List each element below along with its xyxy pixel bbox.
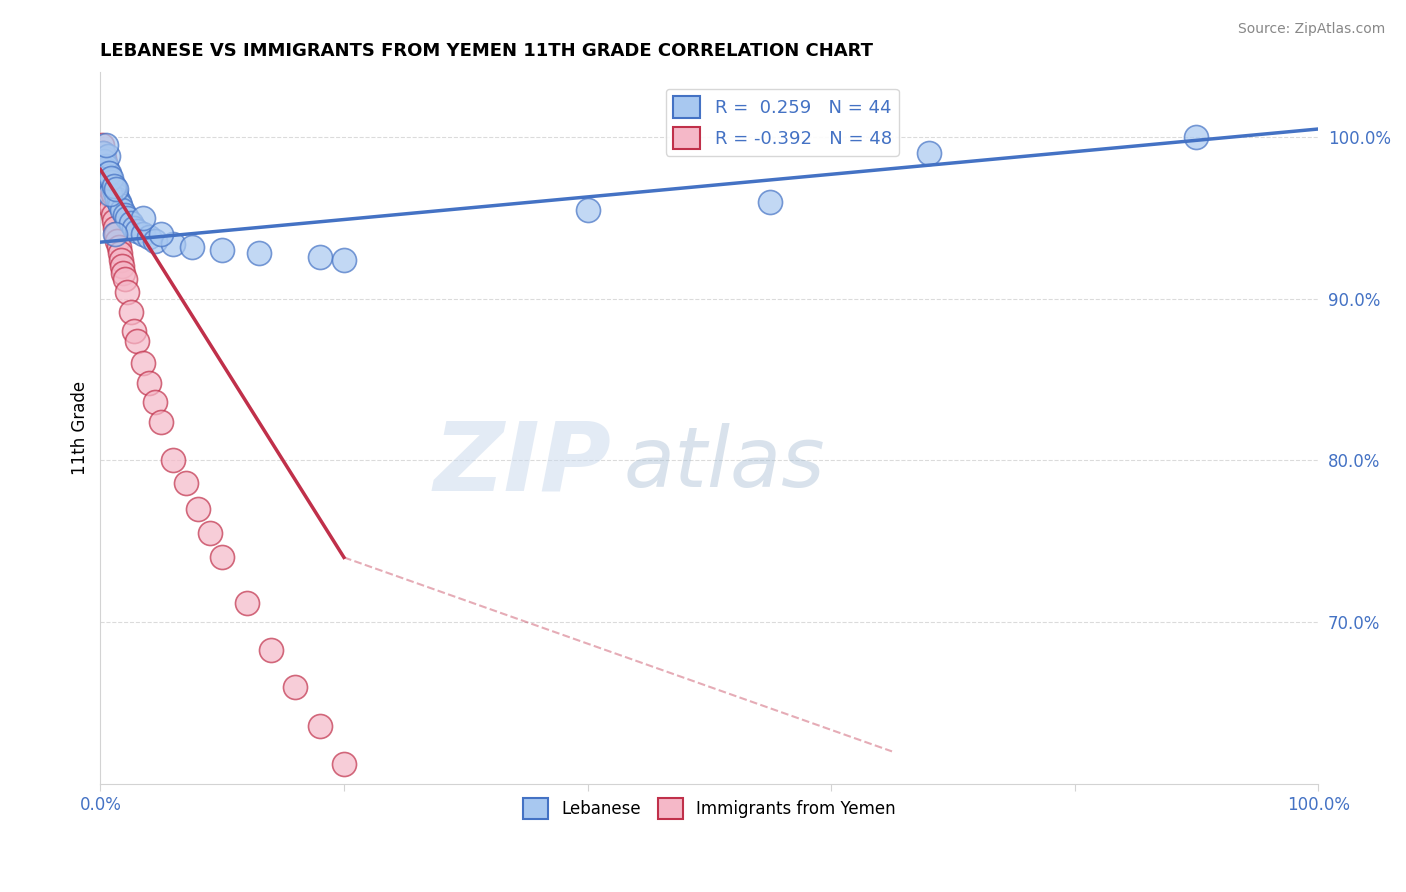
Point — [101, 208, 124, 222]
Point — [759, 194, 782, 209]
Point — [108, 198, 131, 212]
Point — [114, 208, 136, 222]
Point — [101, 186, 124, 201]
Point — [112, 266, 135, 280]
Point — [97, 172, 120, 186]
Point — [105, 188, 128, 202]
Point — [138, 230, 160, 244]
Point — [93, 151, 115, 165]
Text: atlas: atlas — [624, 423, 825, 504]
Point — [104, 185, 127, 199]
Point — [132, 356, 155, 370]
Point — [107, 194, 129, 209]
Point — [90, 138, 112, 153]
Point — [96, 138, 118, 153]
Y-axis label: 11th Grade: 11th Grade — [72, 381, 89, 475]
Point — [162, 236, 184, 251]
Point — [308, 250, 330, 264]
Point — [98, 194, 121, 209]
Point — [103, 182, 125, 196]
Point — [308, 718, 330, 732]
Point — [120, 216, 142, 230]
Point — [97, 169, 120, 183]
Point — [97, 166, 120, 180]
Point — [100, 182, 122, 196]
Point — [124, 220, 146, 235]
Point — [104, 220, 127, 235]
Point — [100, 170, 122, 185]
Point — [107, 240, 129, 254]
Point — [174, 476, 197, 491]
Point — [284, 680, 307, 694]
Point — [107, 192, 129, 206]
Point — [125, 334, 148, 348]
Point — [100, 201, 122, 215]
Point — [97, 167, 120, 181]
Point — [98, 177, 121, 191]
Point — [180, 240, 202, 254]
Point — [115, 211, 138, 225]
Point — [247, 246, 270, 260]
Point — [333, 252, 356, 267]
Point — [260, 642, 283, 657]
Point — [132, 211, 155, 225]
Point — [105, 227, 128, 241]
Point — [93, 154, 115, 169]
Point — [94, 156, 117, 170]
Text: LEBANESE VS IMMIGRANTS FROM YEMEN 11TH GRADE CORRELATION CHART: LEBANESE VS IMMIGRANTS FROM YEMEN 11TH G… — [100, 42, 873, 60]
Legend: Lebanese, Immigrants from Yemen: Lebanese, Immigrants from Yemen — [516, 791, 903, 825]
Point — [91, 146, 114, 161]
Point — [114, 272, 136, 286]
Point — [917, 146, 939, 161]
Point — [132, 227, 155, 241]
Point — [96, 175, 118, 189]
Point — [90, 154, 112, 169]
Point — [198, 526, 221, 541]
Point — [110, 252, 132, 267]
Point — [111, 202, 134, 217]
Point — [107, 234, 129, 248]
Point — [97, 166, 120, 180]
Point — [98, 186, 121, 201]
Point — [187, 502, 209, 516]
Point — [94, 170, 117, 185]
Point — [91, 146, 114, 161]
Point — [97, 149, 120, 163]
Point — [96, 159, 118, 173]
Point — [98, 172, 121, 186]
Point — [120, 304, 142, 318]
Point — [97, 182, 120, 196]
Point — [103, 178, 125, 193]
Point — [235, 596, 257, 610]
Point — [101, 178, 124, 193]
Point — [94, 162, 117, 177]
Point — [125, 224, 148, 238]
Point — [162, 453, 184, 467]
Point — [111, 260, 134, 274]
Point — [211, 244, 233, 258]
Point — [105, 182, 128, 196]
Point — [91, 159, 114, 173]
Point — [211, 550, 233, 565]
Point — [124, 324, 146, 338]
Point — [143, 395, 166, 409]
Point — [103, 214, 125, 228]
Point — [138, 376, 160, 390]
Point — [96, 162, 118, 177]
Point — [333, 757, 356, 772]
Point — [100, 175, 122, 189]
Point — [108, 246, 131, 260]
Point — [97, 188, 120, 202]
Text: Source: ZipAtlas.com: Source: ZipAtlas.com — [1237, 22, 1385, 37]
Point — [150, 415, 173, 429]
Point — [143, 234, 166, 248]
Point — [115, 285, 138, 300]
Point — [93, 166, 115, 180]
Text: ZIP: ZIP — [434, 417, 612, 510]
Point — [1185, 130, 1208, 145]
Point — [104, 227, 127, 241]
Point — [576, 202, 599, 217]
Point — [150, 227, 173, 241]
